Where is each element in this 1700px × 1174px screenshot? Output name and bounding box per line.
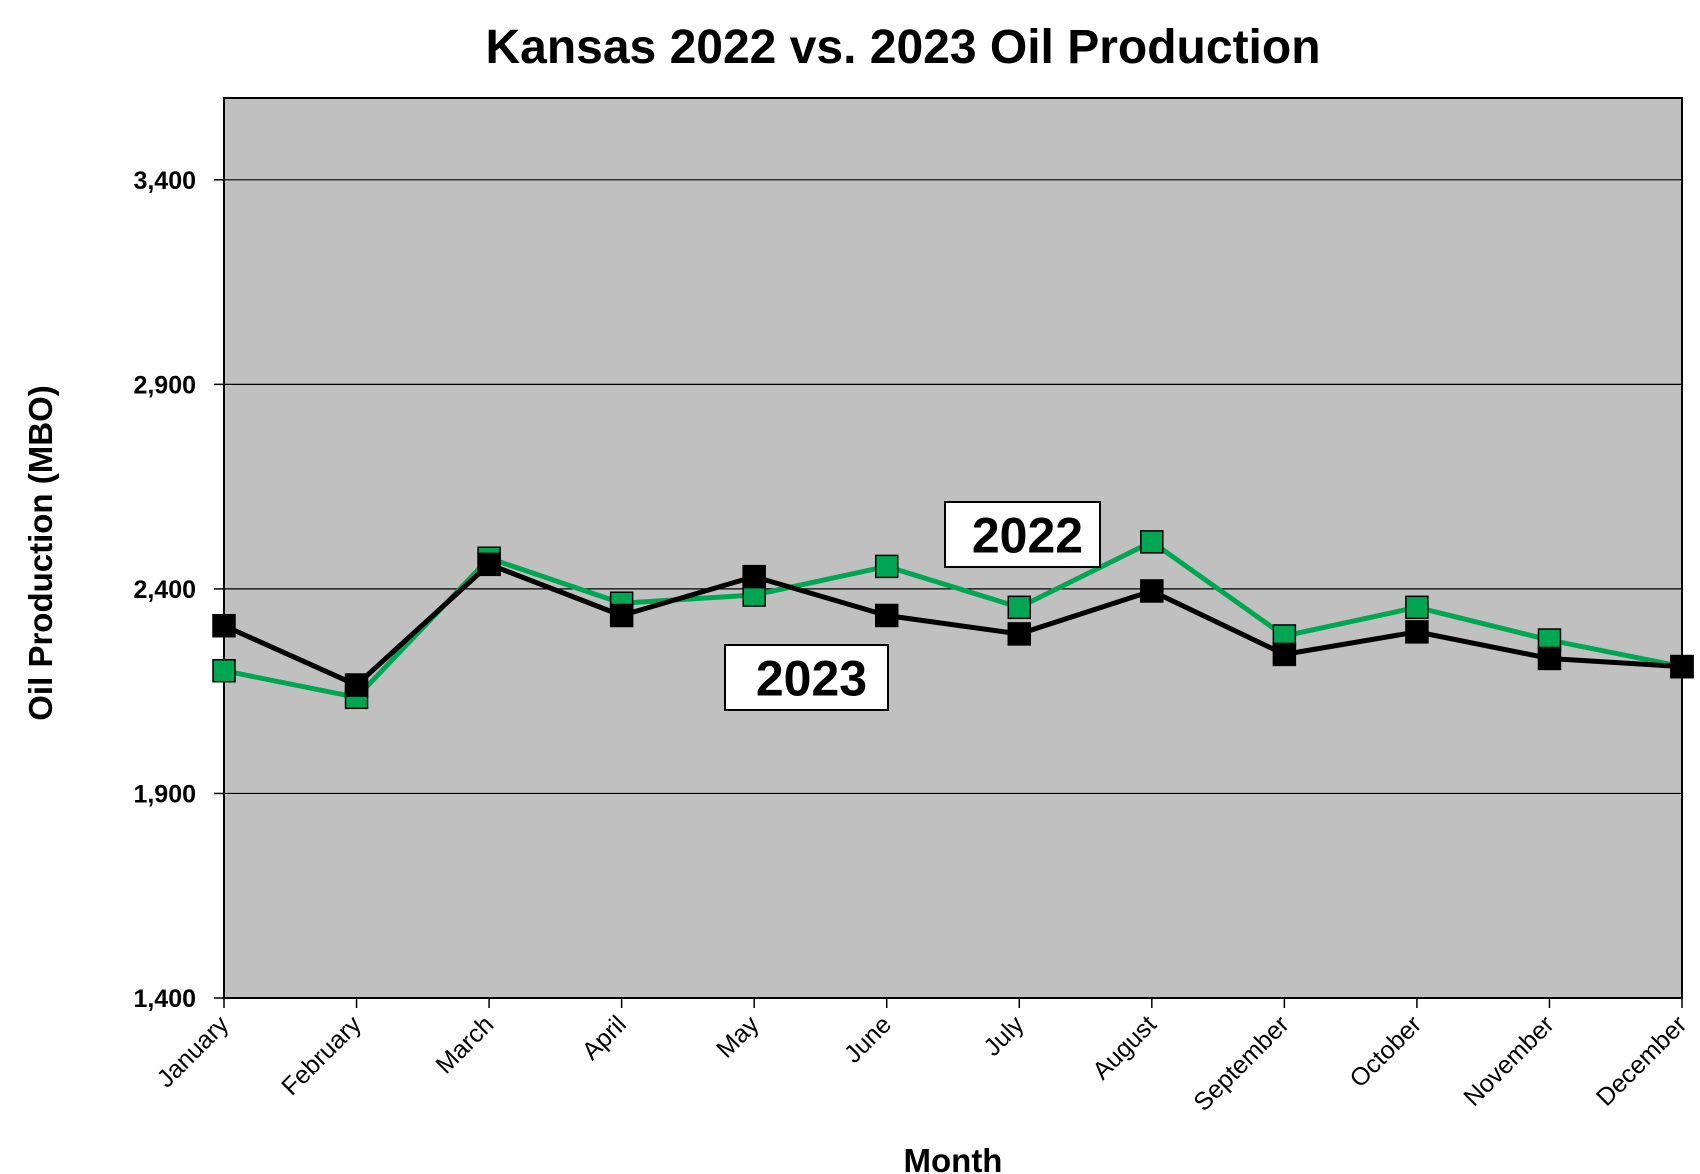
series-label-text: 2023 — [756, 651, 867, 707]
data-point — [1405, 620, 1429, 644]
data-point — [742, 564, 766, 589]
x-tick-label: October — [1344, 1010, 1427, 1093]
x-tick-label: August — [1087, 1010, 1162, 1085]
series-label-text: 2022 — [972, 508, 1083, 564]
series-layer — [212, 530, 1694, 710]
series-labels: 2022 2023 — [724, 501, 1101, 711]
series-2023 — [212, 552, 1694, 697]
x-axis-title: Month — [904, 1142, 1003, 1174]
x-tick-label: May — [711, 1010, 765, 1064]
data-point — [477, 552, 501, 577]
data-point — [1537, 646, 1562, 671]
x-tick-label: September — [1188, 1010, 1294, 1116]
y-tick-label: 1,400 — [133, 985, 196, 1013]
data-point — [1405, 595, 1429, 620]
chart-title: Kansas 2022 vs. 2023 Oil Production — [485, 21, 1320, 74]
data-point — [609, 603, 634, 628]
data-point — [874, 603, 899, 628]
data-point — [1272, 642, 1297, 667]
y-axis-title: Oil Production (MBO) — [22, 385, 59, 720]
x-tick-label: December — [1591, 1010, 1692, 1111]
series-line — [222, 561, 1683, 688]
y-axis: 1,400 1,900 2,400 2,900 3,400 — [133, 167, 224, 1013]
y-tick-label: 3,400 — [133, 167, 196, 195]
data-point — [344, 673, 369, 697]
x-axis: January February March April May June July Augu… — [152, 998, 1692, 1117]
x-tick-label: February — [276, 1010, 367, 1101]
x-tick-label: April — [577, 1010, 632, 1065]
data-point — [1140, 530, 1164, 554]
series-label-box — [724, 644, 889, 711]
x-tick-label: July — [978, 1010, 1030, 1062]
x-tick-label: January — [152, 1010, 235, 1093]
y-tick-label: 1,900 — [133, 780, 196, 808]
data-point — [874, 554, 899, 579]
x-tick-label: November — [1458, 1010, 1559, 1111]
y-tick-label: 2,400 — [133, 576, 196, 604]
data-point — [212, 613, 236, 638]
series-label-box — [944, 501, 1101, 568]
data-point — [1007, 595, 1032, 620]
x-tick-label: March — [430, 1010, 499, 1079]
x-tick-label: June — [839, 1010, 897, 1068]
data-point — [1670, 654, 1694, 679]
series-label-2023: 2023 — [724, 644, 889, 711]
series-label-2022: 2022 — [944, 501, 1101, 568]
y-tick-label: 2,900 — [133, 371, 196, 399]
data-point — [1140, 579, 1164, 603]
data-point — [212, 658, 236, 683]
data-point — [1007, 622, 1032, 646]
